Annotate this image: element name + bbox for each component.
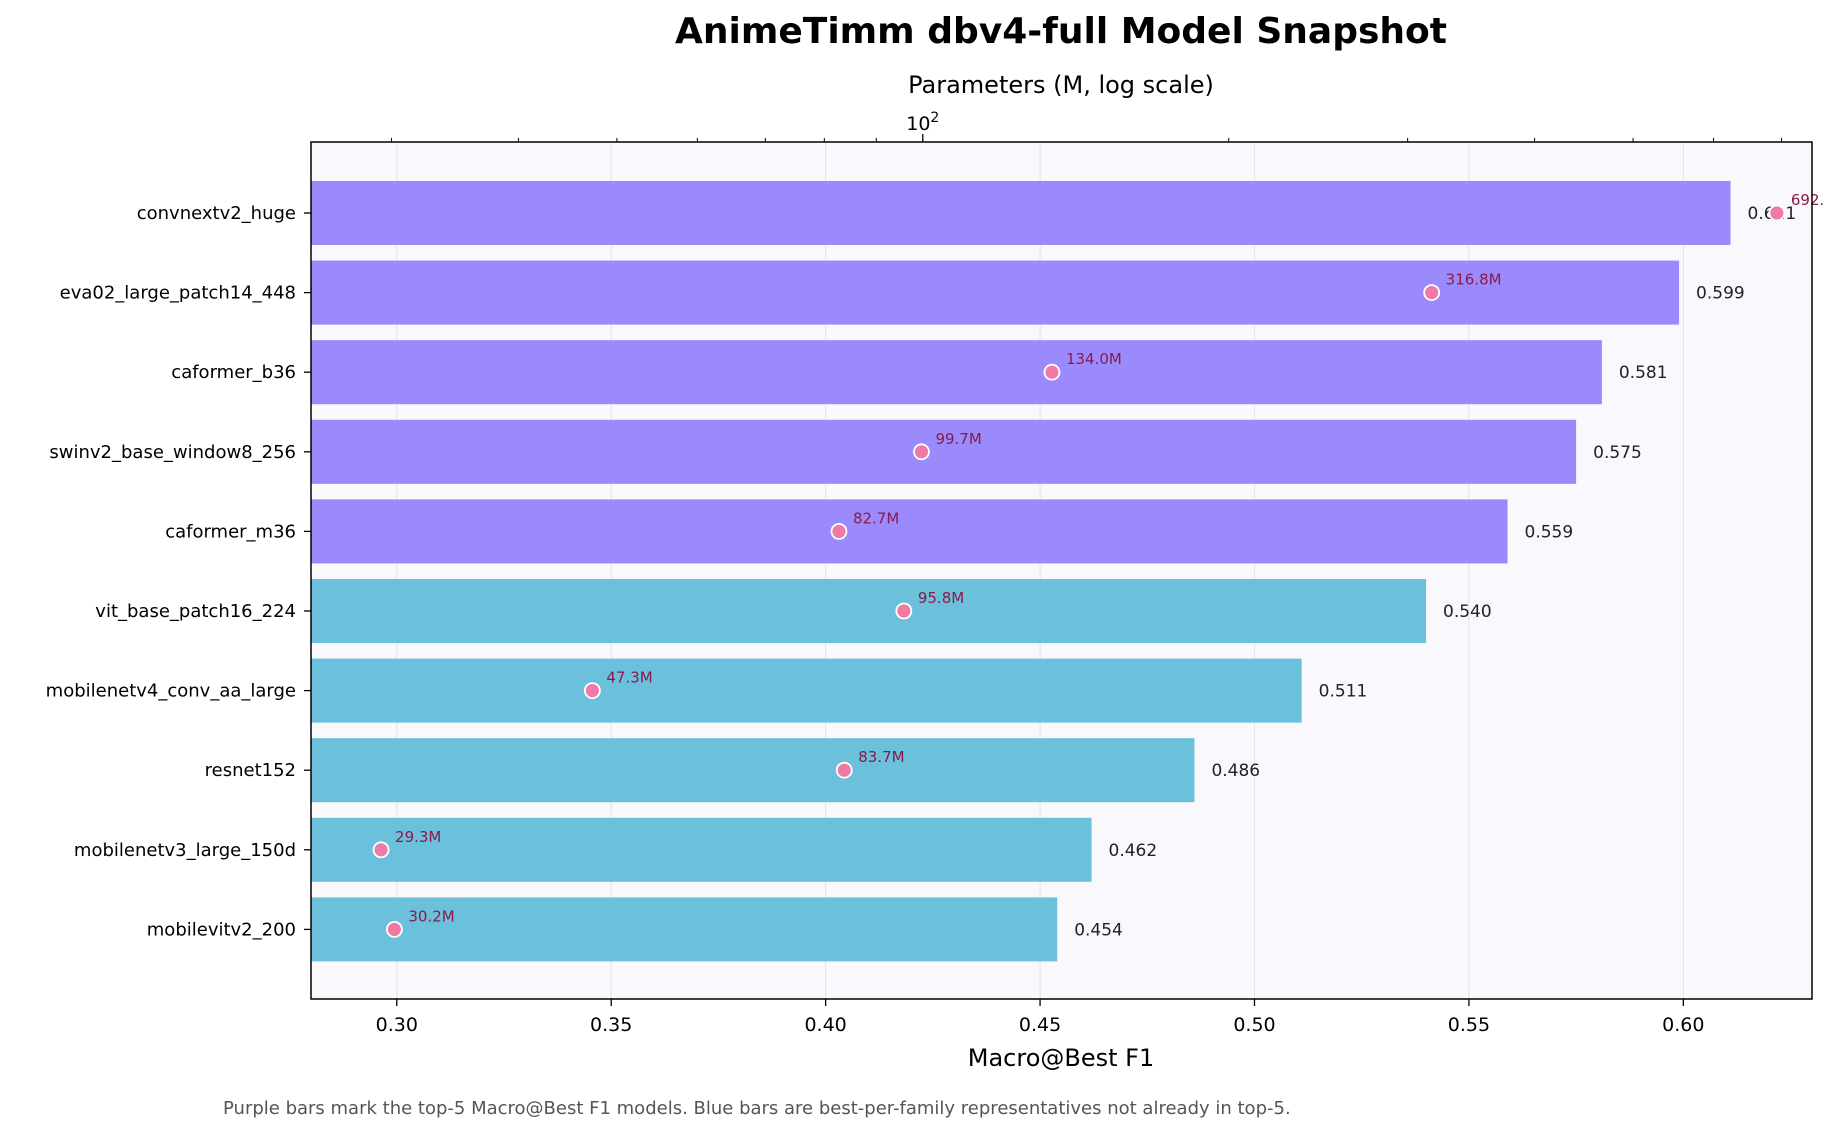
param-marker [835,761,853,779]
bar [311,260,1680,325]
param-marker [385,921,403,938]
param-marker [895,602,913,620]
param-marker [372,841,390,859]
bar-value-label: 0.462 [1109,841,1158,861]
y-tick-label: mobilenetv4_conv_aa_large [46,681,296,702]
bar [311,181,1731,245]
param-value-label: 692.6M [1791,191,1824,209]
param-value-label: 83.7M [858,748,904,766]
x-axis-title: Macro@Best F1 [968,1044,1154,1072]
top-axis: 102 [390,110,1783,142]
y-tick-label: eva02_large_patch14_448 [60,283,296,304]
bar-value-label: 0.511 [1319,682,1368,702]
bar-value-label: 0.581 [1619,363,1668,383]
param-value-label: 82.7M [853,509,899,527]
x-tick-label: 0.60 [1662,1014,1704,1036]
param-marker [583,682,601,699]
param-value-label: 47.3M [606,669,652,687]
bar-value-label: 0.559 [1525,522,1574,542]
param-marker [913,443,930,461]
y-tick-label: swinv2_base_window8_256 [49,442,296,463]
x-tick-label: 0.40 [804,1014,846,1036]
plot-frame [310,141,1813,1000]
bar [311,897,1058,962]
y-tick-label: mobilevitv2_200 [147,919,296,940]
param-value-label: 134.0M [1066,350,1122,368]
y-tick-label: resnet152 [205,760,296,781]
x-tick-label: 0.35 [590,1014,632,1036]
bar-value-label: 0.575 [1593,443,1642,463]
param-value-label: 95.8M [918,589,964,607]
param-value-label: 316.8M [1446,271,1502,289]
y-tick-label: convnextv2_huge [137,203,296,224]
bar-value-label: 0.486 [1211,761,1260,781]
bars: 0.6110.5990.5810.5750.5590.5400.5110.486… [311,181,1796,962]
bar [311,579,1427,643]
bar [311,419,1577,484]
x-tick-label: 0.30 [376,1014,418,1036]
bar-value-label: 0.599 [1696,284,1745,304]
x-axis: 0.30 0.35 0.40 0.45 0.50 0.55 0.60 [376,999,1704,1036]
param-marker [830,523,848,540]
x-tick-label: 0.50 [1233,1014,1275,1036]
param-markers: 692.6M 316.8M 134.0M 99.7M 82.7M 95.8M 47.3M 83… [372,191,1824,938]
bar [311,340,1602,405]
bar [311,658,1302,723]
param-value-label: 30.2M [408,907,454,925]
param-value-label: 29.3M [395,828,441,846]
param-marker [1043,363,1061,381]
footnote: Purple bars mark the top-5 Macro@Best F1… [223,1098,1291,1119]
y-axis: convnextv2_huge eva02_large_patch14_448ca… [46,203,311,940]
x-tick-label: 0.55 [1448,1014,1490,1036]
y-tick-label: mobilenetv3_large_150d [74,840,296,861]
top-axis-title: Parameters (M, log scale) [908,71,1214,99]
bar [311,499,1508,564]
chart-title: AnimeTimm dbv4-full Model Snapshot [675,11,1447,52]
param-marker [1768,204,1786,222]
param-value-label: 99.7M [935,430,981,448]
y-tick-label: caformer_m36 [165,521,296,542]
x-tick-label: 0.45 [1019,1014,1061,1036]
bar [311,738,1195,803]
bar-value-label: 0.454 [1074,920,1123,940]
bar [311,817,1092,882]
top-tick-label: 102 [906,110,939,135]
y-tick-label: caformer_b36 [171,362,296,383]
y-tick-label: vit_base_patch16_224 [95,601,296,622]
bar-value-label: 0.540 [1443,602,1492,622]
param-marker [1423,284,1441,302]
